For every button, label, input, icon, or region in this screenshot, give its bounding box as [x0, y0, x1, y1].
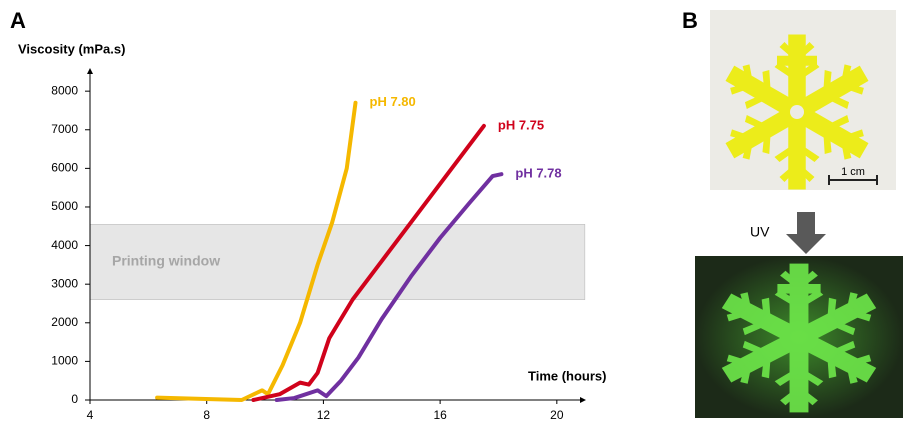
snowflake-center: [790, 105, 804, 119]
x-axis-title: Time (hours): [528, 368, 607, 383]
down-arrow: [786, 212, 826, 254]
y-tick-label: 1000: [51, 354, 78, 368]
printing-window: [89, 224, 586, 300]
panel-label: B: [682, 8, 698, 33]
series-line: [251, 123, 486, 402]
y-axis-arrow: [87, 68, 93, 74]
y-tick-label: 7000: [51, 122, 78, 136]
x-tick-label: 8: [203, 408, 210, 421]
y-tick-label: 8000: [51, 83, 78, 97]
panel-label: A: [10, 8, 26, 33]
x-tick-label: 4: [87, 408, 94, 421]
y-tick-label: 4000: [51, 238, 78, 252]
series-label: pH 7.75: [498, 117, 544, 132]
band-label: Printing window: [112, 253, 220, 269]
y-tick-label: 5000: [51, 199, 78, 213]
series-line: [155, 100, 358, 402]
x-axis-arrow: [580, 397, 586, 403]
scale-label: 1 cm: [841, 166, 865, 178]
series-label: pH 7.80: [370, 94, 416, 109]
y-tick-label: 3000: [51, 276, 78, 290]
y-tick-label: 6000: [51, 161, 78, 175]
x-tick-label: 20: [550, 408, 564, 421]
x-tick-label: 12: [317, 408, 331, 421]
x-tick-label: 16: [433, 408, 447, 421]
y-tick-label: 2000: [51, 315, 78, 329]
arrow-label: UV: [750, 224, 770, 240]
series-line: [274, 172, 504, 402]
y-axis-title: Viscosity (mPa.s): [18, 41, 125, 56]
y-tick-label: 0: [71, 392, 78, 406]
series-label: pH 7.78: [515, 166, 561, 181]
